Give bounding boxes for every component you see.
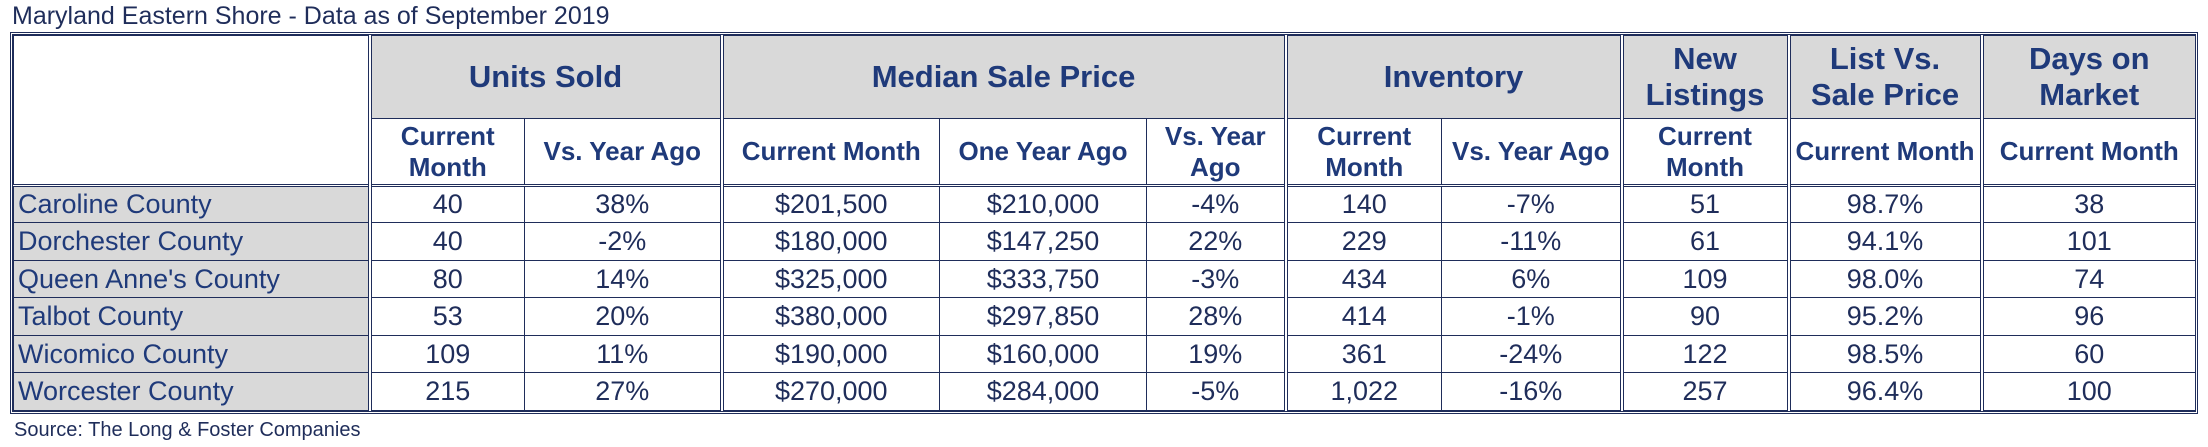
table-row: Caroline County 40 38% $201,500 $210,000 -4% 1…	[13, 184, 2196, 224]
sub-header-cell: Vs. Year Ago	[1441, 118, 1624, 187]
table-cell: 414	[1285, 297, 1442, 336]
table-cell: 74	[1981, 259, 2196, 299]
table-cell: 98.7%	[1788, 184, 1984, 224]
table-cell: 22%	[1146, 222, 1288, 261]
table-cell: 96.4%	[1788, 372, 1984, 411]
table-row: Wicomico County 109 11% $190,000 $160,000 19%…	[13, 334, 2196, 374]
county-label: Queen Anne's County	[13, 259, 372, 299]
table-cell: $325,000	[721, 259, 940, 299]
sub-header-cell: Current Month	[1285, 118, 1442, 187]
table-cell: 434	[1285, 259, 1442, 299]
sub-header-cell: Current Month	[1981, 118, 2196, 187]
source-note: Source: The Long & Foster Companies	[14, 419, 361, 441]
table-cell: 361	[1285, 334, 1442, 374]
table-cell: 60	[1981, 334, 2196, 374]
table-cell: 257	[1621, 372, 1791, 411]
table-cell: 215	[369, 372, 525, 411]
county-label: Worcester County	[13, 372, 372, 411]
table-cell: -7%	[1441, 184, 1624, 224]
table-cell: 80	[369, 259, 525, 299]
table-cell: 229	[1285, 222, 1442, 261]
table-cell: $160,000	[939, 334, 1147, 374]
table-cell: 98.0%	[1788, 259, 1984, 299]
table-cell: $190,000	[721, 334, 940, 374]
county-label: Dorchester County	[13, 222, 372, 261]
table-cell: 98.5%	[1788, 334, 1984, 374]
table-cell: 96	[1981, 297, 2196, 336]
sub-header-cell: Vs. Year Ago	[524, 118, 724, 187]
table-cell: 100	[1981, 372, 2196, 411]
table-cell: -5%	[1146, 372, 1288, 411]
table-cell: 140	[1285, 184, 1442, 224]
market-data-table: Units Sold Median Sale Price Inventory N…	[13, 34, 2196, 411]
corner-cell	[13, 35, 372, 187]
table-cell: $201,500	[721, 184, 940, 224]
table-cell: $333,750	[939, 259, 1147, 299]
table-cell: 109	[1621, 259, 1791, 299]
table-cell: 28%	[1146, 297, 1288, 336]
table-cell: 20%	[524, 297, 724, 336]
county-label: Wicomico County	[13, 334, 372, 374]
sub-header-cell: Current Month	[721, 118, 940, 187]
table-cell: -24%	[1441, 334, 1624, 374]
table-row: Queen Anne's County 80 14% $325,000 $333,750…	[13, 259, 2196, 299]
table-cell: 1,022	[1285, 372, 1442, 411]
table-cell: 90	[1621, 297, 1791, 336]
table-cell: 19%	[1146, 334, 1288, 374]
group-header-inventory: Inventory	[1285, 34, 1624, 120]
table-cell: 14%	[524, 259, 724, 299]
group-header-row: Units Sold Median Sale Price Inventory N…	[13, 34, 2196, 187]
sub-header-cell: One Year Ago	[939, 118, 1147, 187]
table-cell: $270,000	[721, 372, 940, 411]
table-cell: 122	[1621, 334, 1791, 374]
table-body: Units Sold Median Sale Price Inventory N…	[13, 34, 2196, 411]
group-header-days-on-market: Days on Market	[1981, 34, 2196, 120]
table-cell: 11%	[524, 334, 724, 374]
table-cell: 51	[1621, 184, 1791, 224]
table-cell: 61	[1621, 222, 1791, 261]
table-cell: -11%	[1441, 222, 1624, 261]
table-row: Worcester County 215 27% $270,000 $284,000 -5…	[13, 372, 2196, 411]
page-title: Maryland Eastern Shore - Data as of Sept…	[12, 2, 610, 30]
sub-header-cell: Current Month	[1621, 118, 1791, 187]
table-cell: 53	[369, 297, 525, 336]
table-row: Dorchester County 40 -2% $180,000 $147,250 22…	[13, 222, 2196, 261]
table-cell: $147,250	[939, 222, 1147, 261]
group-header-new-listings: New Listings	[1621, 34, 1791, 120]
table-cell: $380,000	[721, 297, 940, 336]
table-cell: -2%	[524, 222, 724, 261]
group-header-median-sale-price: Median Sale Price	[721, 34, 1288, 120]
table-cell: 38%	[524, 184, 724, 224]
table-cell: 40	[369, 222, 525, 261]
table-cell: 27%	[524, 372, 724, 411]
table-cell: 40	[369, 184, 525, 224]
county-label: Caroline County	[13, 184, 372, 224]
table-cell: $297,850	[939, 297, 1147, 336]
table-cell: 38	[1981, 184, 2196, 224]
sub-header-cell: Current Month	[1788, 118, 1984, 187]
sub-header-cell: Vs. Year Ago	[1146, 118, 1288, 187]
table-cell: 94.1%	[1788, 222, 1984, 261]
table-cell: $210,000	[939, 184, 1147, 224]
table-cell: $284,000	[939, 372, 1147, 411]
table-cell: 6%	[1441, 259, 1624, 299]
table-cell: -3%	[1146, 259, 1288, 299]
sub-header-row: Current Month Vs. Year Ago Current Month…	[14, 118, 2196, 187]
table-cell: -4%	[1146, 184, 1288, 224]
county-label: Talbot County	[13, 297, 372, 336]
group-header-units-sold: Units Sold	[369, 34, 724, 120]
table-cell: -16%	[1441, 372, 1624, 411]
sub-header-cell: Current Month	[369, 118, 525, 187]
table-cell: -1%	[1441, 297, 1624, 336]
table-row: Talbot County 53 20% $380,000 $297,850 28% 414…	[13, 297, 2196, 336]
group-header-list-vs-sale-price: List Vs. Sale Price	[1788, 34, 1984, 120]
table-cell: 109	[369, 334, 525, 374]
market-data-table-frame: Units Sold Median Sale Price Inventory N…	[10, 32, 2198, 414]
table-cell: $180,000	[721, 222, 940, 261]
table-cell: 101	[1981, 222, 2196, 261]
table-cell: 95.2%	[1788, 297, 1984, 336]
